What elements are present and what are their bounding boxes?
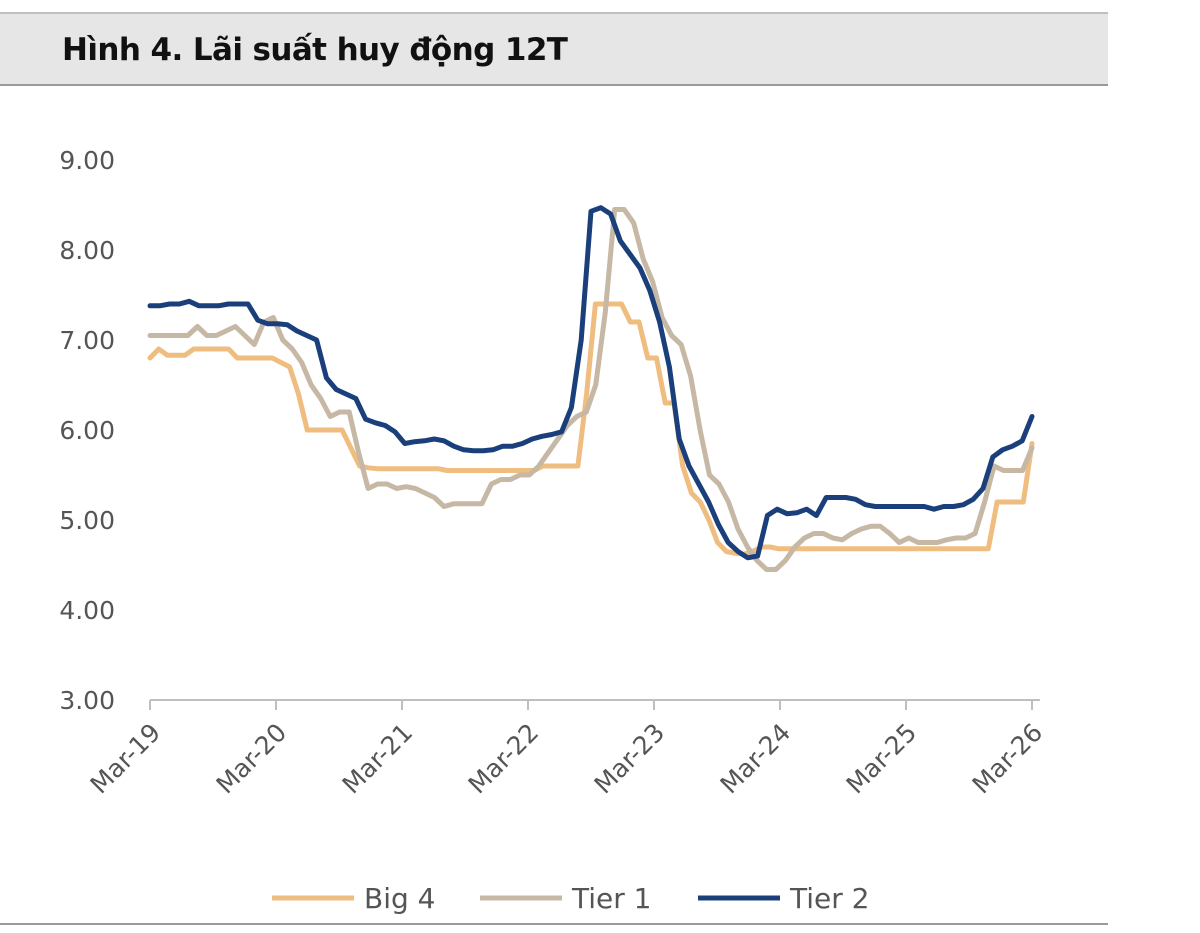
y-tick-label: 3.00 xyxy=(59,686,115,715)
x-tick-label: Mar-24 xyxy=(715,718,797,800)
chart-header: Hình 4. Lãi suất huy động 12T xyxy=(0,12,1108,86)
y-axis: 9.00 8.00 7.00 6.00 5.00 4.00 3.00 xyxy=(59,146,115,715)
series-layer xyxy=(147,205,1035,572)
legend: Big 4 Tier 1 Tier 2 xyxy=(272,882,869,915)
x-axis: Mar-19 Mar-20 Mar-21 Mar-22 Mar-23 Mar-24 Mar-… xyxy=(85,699,1049,800)
y-tick-label: 4.00 xyxy=(59,596,115,625)
footer-divider xyxy=(0,923,1108,925)
x-tick-label: Mar-22 xyxy=(463,718,545,800)
legend-label: Big 4 xyxy=(364,882,435,915)
y-tick-label: 7.00 xyxy=(59,326,115,355)
x-tick-label: Mar-21 xyxy=(337,718,419,800)
series-line-tier-1 xyxy=(147,207,1035,572)
legend-label: Tier 2 xyxy=(789,882,869,915)
series-line-big-4 xyxy=(147,301,1035,557)
x-tick-label: Mar-25 xyxy=(841,718,923,800)
x-tick-label: Mar-26 xyxy=(967,718,1049,800)
x-tick-label: Mar-23 xyxy=(589,718,671,800)
legend-label: Tier 1 xyxy=(571,882,651,915)
y-tick-label: 9.00 xyxy=(59,146,115,175)
chart-title: Hình 4. Lãi suất huy động 12T xyxy=(62,32,568,68)
y-tick-label: 6.00 xyxy=(59,416,115,445)
x-tick-label: Mar-20 xyxy=(211,718,293,800)
series-line-tier-2 xyxy=(147,205,1035,561)
y-tick-label: 5.00 xyxy=(59,506,115,535)
y-tick-label: 8.00 xyxy=(59,236,115,265)
x-tick-label: Mar-19 xyxy=(85,718,167,800)
